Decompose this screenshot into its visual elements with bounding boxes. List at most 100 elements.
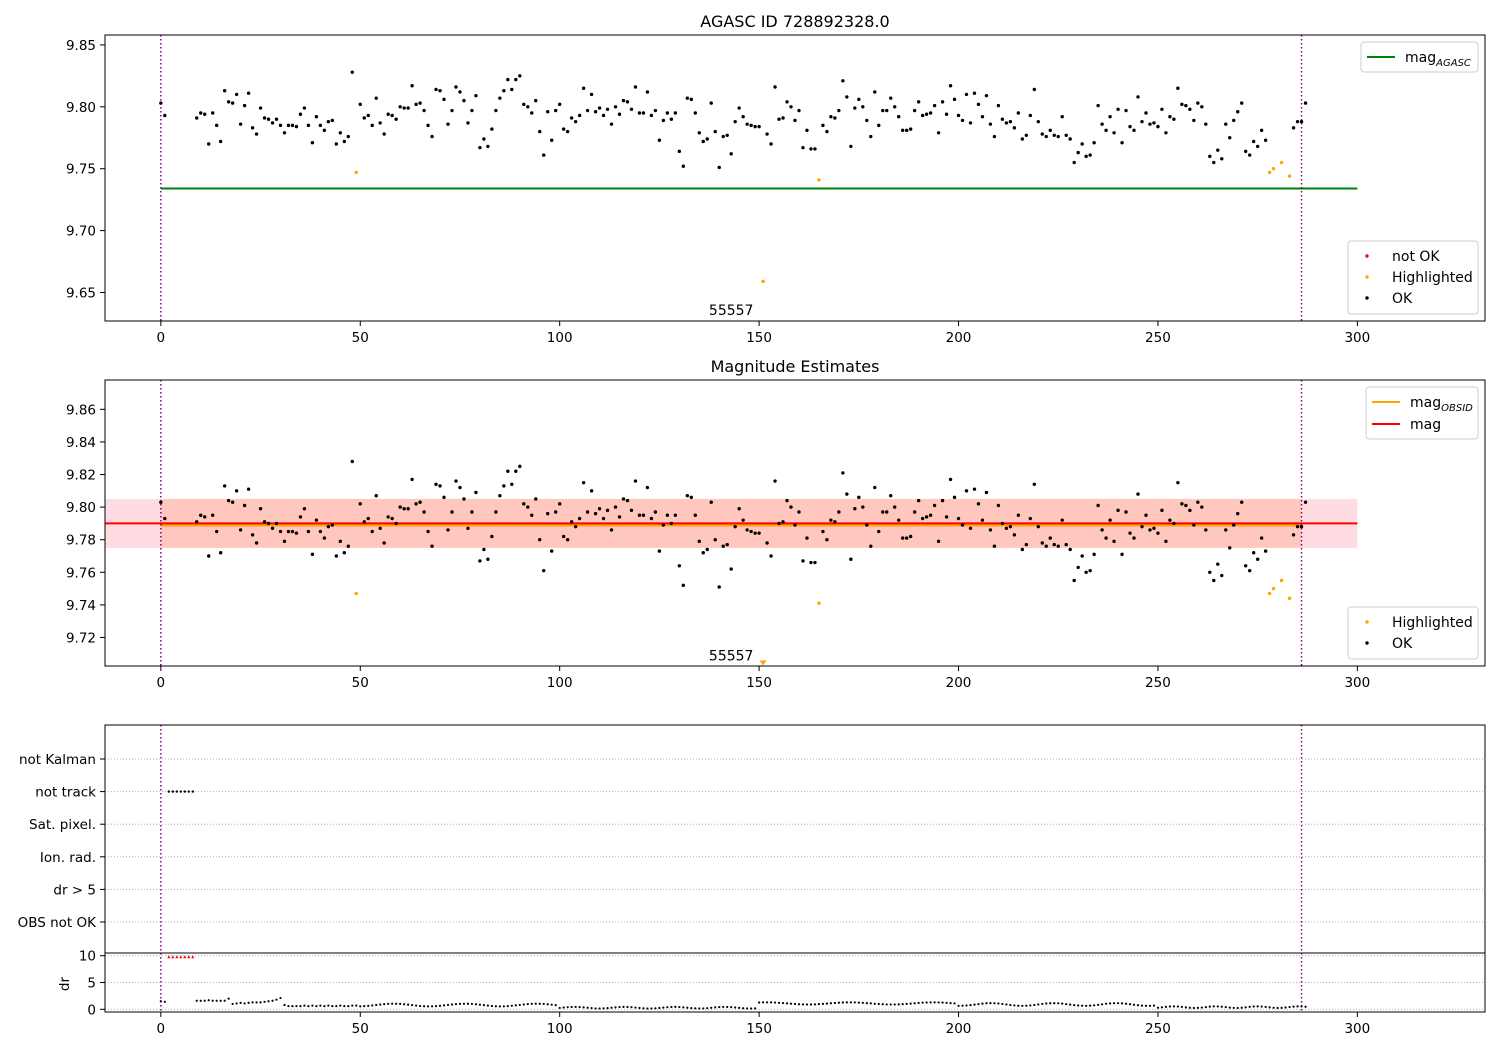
panel2-ok-point bbox=[1196, 500, 1200, 504]
panel4-dr-point bbox=[877, 1002, 880, 1006]
panel2-ok-point bbox=[398, 505, 402, 509]
panel4-dr-point bbox=[247, 1001, 250, 1004]
panel1-ok-point bbox=[865, 118, 869, 123]
panel4-dr-point bbox=[893, 1003, 896, 1006]
panel2-ok-point bbox=[777, 521, 781, 526]
panel1-ok-point bbox=[494, 108, 498, 113]
panel2-ok-point bbox=[845, 492, 849, 496]
panel1-ok-point bbox=[159, 101, 163, 105]
panel4-dr-point bbox=[482, 1004, 486, 1007]
panel2-ok-point bbox=[1160, 508, 1164, 513]
panel4-dr-point bbox=[251, 1001, 254, 1004]
panel1-ok-point bbox=[869, 134, 873, 139]
panel2-ok-point bbox=[1108, 518, 1112, 522]
panel4-dr-point bbox=[829, 1002, 832, 1005]
panel4-dr-point bbox=[670, 1005, 673, 1009]
panel1-ok-point bbox=[1303, 101, 1308, 105]
panel2-ok-point bbox=[1176, 480, 1180, 485]
panel2-ok-point bbox=[478, 559, 482, 563]
panel4-dr-point bbox=[969, 1004, 972, 1007]
panel2-ok-point bbox=[713, 538, 717, 542]
panel1-annotation: 55557 bbox=[709, 303, 754, 319]
panel1-title: AGASC ID 728892328.0 bbox=[700, 12, 889, 31]
panel4-dr-point bbox=[1009, 1003, 1012, 1007]
panel2-ok-point bbox=[984, 490, 989, 495]
panel1-ok-point bbox=[482, 137, 486, 141]
panel2-ytick-label-7: 9.86 bbox=[66, 402, 96, 418]
panel2-ok-point bbox=[1247, 568, 1252, 573]
panel2-ok-point bbox=[494, 510, 498, 514]
panel2-ok-point bbox=[781, 520, 785, 524]
panel4-dr-point bbox=[159, 1000, 162, 1003]
panel2-ok-point bbox=[342, 551, 347, 555]
panel2-ok-point bbox=[821, 529, 825, 534]
panel1-ok-point bbox=[1076, 150, 1080, 155]
agasc-magnitude-panel: AGASC ID 728892328.0 0 50 100 150 200 250 300 9… bbox=[66, 12, 1486, 346]
panel2-ok-point bbox=[506, 469, 510, 473]
panel4-dr-point bbox=[1033, 1003, 1036, 1007]
panel1-ok-point bbox=[1068, 137, 1072, 141]
panel4-dr-point bbox=[1073, 1004, 1076, 1007]
panel4-dr-point bbox=[690, 1007, 693, 1010]
panel2-ok-point bbox=[645, 485, 650, 490]
panel4-dr-point bbox=[1001, 1002, 1004, 1006]
panel1-ok-point bbox=[1236, 110, 1240, 114]
panel1-ok-point bbox=[857, 97, 861, 102]
panel1-ok-point bbox=[1024, 133, 1029, 137]
panel2-ok-point bbox=[1036, 524, 1040, 529]
panel4-dr-point bbox=[841, 1001, 844, 1004]
panel1-ok-point bbox=[1240, 101, 1244, 105]
panel1-ok-point bbox=[673, 111, 678, 115]
panel1-ok-point bbox=[422, 108, 426, 113]
panel1-ok-point bbox=[1251, 139, 1256, 144]
panel4-xtick-label-1: 50 bbox=[352, 1021, 369, 1037]
panel2-ok-point bbox=[729, 567, 733, 571]
panel1-ok-point bbox=[266, 117, 271, 121]
panel4-dr-point bbox=[1300, 1005, 1303, 1008]
panel2-ok-point bbox=[641, 513, 646, 517]
panel2-ok-point bbox=[976, 502, 981, 506]
panel4-not-ok-point bbox=[191, 955, 195, 959]
panel2-legend-marker-0 bbox=[1365, 620, 1369, 624]
panel2-ok-point bbox=[414, 502, 418, 506]
panel2-ok-point bbox=[1240, 500, 1244, 504]
panel4-dr-point bbox=[1272, 1006, 1275, 1009]
panel1-ok-point bbox=[1255, 144, 1260, 149]
panel4-dr-point bbox=[1268, 1006, 1271, 1009]
panel1-ok-point bbox=[1184, 103, 1188, 108]
panel1-ok-point bbox=[1064, 133, 1068, 137]
panel1-ok-point bbox=[542, 153, 546, 157]
panel4-dr-point bbox=[1005, 1003, 1008, 1006]
panel4-dr-point bbox=[698, 1007, 701, 1010]
panel2-ok-point bbox=[741, 518, 745, 522]
panel4-dr-point bbox=[1288, 1005, 1291, 1009]
panel4-dr-point bbox=[434, 1005, 438, 1008]
panel1-highlighted-point bbox=[761, 279, 765, 284]
panel1-ok-point bbox=[310, 141, 315, 145]
panel4-dr-point bbox=[1212, 1005, 1215, 1008]
panel1-ok-point bbox=[984, 93, 989, 98]
panel2-ok-point bbox=[801, 559, 805, 563]
panel2-ok-point bbox=[362, 520, 366, 524]
panel1-xtick-label-3: 150 bbox=[746, 330, 772, 346]
panel1-ok-point bbox=[948, 84, 953, 88]
panel4-dr-point bbox=[853, 1001, 856, 1004]
panel1-ok-point bbox=[434, 87, 438, 92]
panel1-ok-point bbox=[581, 86, 586, 90]
panel3-category-label-5: OBS not OK bbox=[18, 915, 98, 931]
panel4-dr-point bbox=[510, 1004, 513, 1007]
panel1-ok-point bbox=[254, 132, 259, 136]
panel4-dr-point bbox=[195, 999, 198, 1002]
panel4-dr-point bbox=[1101, 1003, 1104, 1006]
panel1-ytick-label-4: 9.85 bbox=[66, 38, 96, 54]
panel4-dr-point bbox=[789, 1002, 793, 1005]
panel4-dr-point bbox=[319, 1004, 322, 1007]
panel2-ok-point bbox=[195, 520, 199, 524]
panel4-dr-point bbox=[742, 1007, 745, 1010]
panel1-ok-point bbox=[1072, 160, 1076, 165]
panel2-ok-point bbox=[1028, 516, 1033, 521]
panel4-xtick-label-6: 300 bbox=[1344, 1021, 1370, 1037]
panel2-ok-point bbox=[709, 500, 713, 504]
panel1-ok-point bbox=[621, 98, 626, 103]
panel4-dr-point bbox=[614, 1006, 617, 1009]
